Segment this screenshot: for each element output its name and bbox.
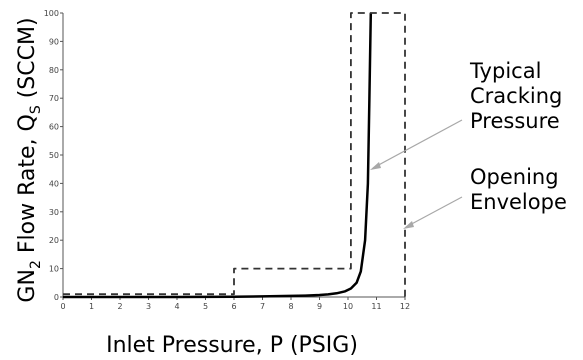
series-cracking-pressure xyxy=(63,13,371,297)
annotation-cracking-line-2: Cracking xyxy=(470,84,562,108)
plot-area xyxy=(63,13,405,297)
annotation-cracking-line-3: Pressure xyxy=(470,109,560,133)
x-tick-label: 5 xyxy=(203,302,208,311)
y-tick-label: 30 xyxy=(49,208,59,217)
x-axis-title: Inlet Pressure, P (PSIG) xyxy=(106,333,358,358)
x-tick-label: 4 xyxy=(174,302,179,311)
y-tick-label: 60 xyxy=(49,123,59,132)
y-tick-label: 0 xyxy=(54,293,59,302)
annotation-opening-line-2: Envelope xyxy=(470,190,567,214)
x-tick-label: 1 xyxy=(89,302,94,311)
annotation-cracking-pressure: Typical Cracking Pressure xyxy=(469,59,569,133)
x-tick-label: 9 xyxy=(317,302,322,311)
y-tick-label: 100 xyxy=(44,9,59,18)
x-tick-label: 12 xyxy=(400,302,410,311)
x-tick-label: 2 xyxy=(117,302,122,311)
y-tick-label: 70 xyxy=(49,94,59,103)
y-tick-label: 90 xyxy=(49,37,59,46)
y-axis-title-prefix: GN xyxy=(15,269,40,303)
x-tick-label: 11 xyxy=(371,302,381,311)
x-tick-label: 6 xyxy=(231,302,236,311)
annotation-arrow-cracking xyxy=(373,120,462,168)
y-tick-label: 80 xyxy=(49,66,59,75)
annotation-cracking-line-1: Typical xyxy=(469,59,541,83)
y-tick-label: 40 xyxy=(49,179,59,188)
x-tick-label: 10 xyxy=(343,302,353,311)
y-tick-label: 50 xyxy=(49,151,59,160)
x-tick-label: 7 xyxy=(260,302,265,311)
y-axis-title-sub2: S xyxy=(28,105,44,114)
x-tick-label: 0 xyxy=(60,302,65,311)
annotation-opening-envelope: Opening Envelope xyxy=(470,165,567,214)
y-axis-title-suffix: (SCCM) xyxy=(15,17,40,105)
y-tick-label: 10 xyxy=(49,265,59,274)
x-axis-ticks: 0 1 2 3 4 5 6 7 8 9 10 11 12 xyxy=(60,297,410,311)
annotation-opening-line-1: Opening xyxy=(470,165,559,189)
annotation-arrow-envelope xyxy=(406,197,462,227)
series-layer xyxy=(63,13,405,297)
annotation-arrowhead-cracking xyxy=(370,162,381,170)
y-axis-title-mid: Flow Rate, Q xyxy=(15,114,40,260)
series-opening-envelope xyxy=(63,13,405,297)
y-axis-title: GN2 Flow Rate, QS (SCCM) xyxy=(15,17,44,302)
y-tick-label: 20 xyxy=(49,236,59,245)
y-axis-title-sub1: 2 xyxy=(28,260,44,269)
y-axis-ticks: 0 10 20 30 40 50 60 70 80 90 100 xyxy=(44,9,63,302)
x-tick-label: 8 xyxy=(288,302,293,311)
x-tick-label: 3 xyxy=(146,302,151,311)
